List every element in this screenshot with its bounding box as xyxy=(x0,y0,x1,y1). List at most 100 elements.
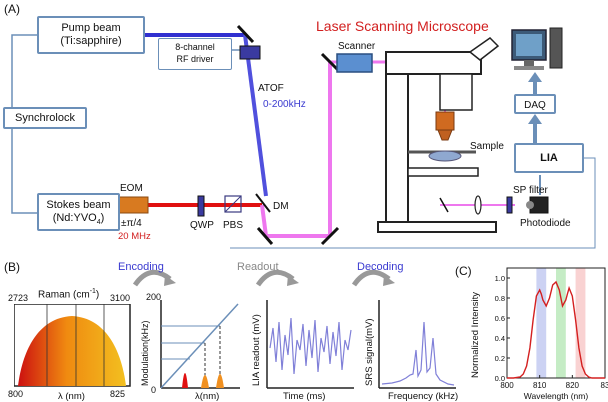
modulation-ylabel: Modulation(kHz) xyxy=(140,320,150,386)
panel-label-a: (A) xyxy=(4,2,20,16)
lia-reference-line xyxy=(230,157,596,249)
photodiode-label: Photodiode xyxy=(520,218,571,229)
sample-label: Sample xyxy=(470,141,504,152)
y-tick-label: 1.0 xyxy=(495,274,505,283)
y-tick-label: 0.4 xyxy=(495,334,505,343)
modulation-plot xyxy=(160,300,240,389)
sp-filter-label: SP filter xyxy=(513,185,548,196)
pump-beam-box: Pump beam (Ti:sapphire) xyxy=(37,16,145,54)
srs-xlabel: Frequency (kHz) xyxy=(388,391,459,402)
scanner-label: Scanner xyxy=(338,41,376,52)
srs-signal xyxy=(381,321,455,386)
lia-ylabel: LIA readout (mV) xyxy=(251,314,262,386)
raman-xlabel: λ (nm) xyxy=(58,391,85,402)
chart-frame xyxy=(506,267,606,379)
collection-lens xyxy=(474,195,482,215)
srs-ylabel: SRS signal(mV) xyxy=(364,318,375,386)
synchrolock-label: Synchrolock xyxy=(15,112,75,124)
raman-title: Raman (cm-1) xyxy=(38,286,99,300)
pbs-cube xyxy=(224,195,242,213)
raman-bottom-left: 800 xyxy=(8,389,24,399)
synchrolock-box: Synchrolock xyxy=(3,107,87,129)
atof-crystal xyxy=(239,45,261,60)
pump-beam-line1: Pump beam xyxy=(61,22,121,34)
atof-label: ATOF xyxy=(258,83,284,94)
pbs-label: PBS xyxy=(223,220,244,231)
raman-spectrum xyxy=(14,304,131,387)
lia-label: LIA xyxy=(540,152,558,164)
setup-diagram xyxy=(11,24,596,249)
raman-curve xyxy=(18,316,126,386)
combined-beam-down xyxy=(260,204,268,237)
qwp-label: QWP xyxy=(190,220,214,231)
microscope-head xyxy=(385,51,482,75)
atof-frequency: 0-200kHz xyxy=(263,99,306,110)
rf-driver-line1: 8-channel xyxy=(175,42,215,52)
encoding-arrow-head xyxy=(164,275,176,286)
mirror-1 xyxy=(236,24,255,44)
encoding-label: Encoding xyxy=(118,261,164,273)
rf-driver-line2: RF driver xyxy=(176,54,214,64)
modulation-ytop: 200 xyxy=(146,292,162,302)
lia-signal xyxy=(269,317,352,375)
chart-xlabel: Wavelength (nm) xyxy=(524,391,589,401)
dichroic-mirror xyxy=(255,193,271,213)
stokes-beam-close: ) xyxy=(100,212,105,224)
pump-beam-line2: (Ti:sapphire) xyxy=(60,35,122,47)
x-tick-label: 800 xyxy=(500,381,514,390)
dm-label: DM xyxy=(273,201,289,212)
raman-title-sup: -1 xyxy=(89,288,96,295)
spectrum-chart: 0.0 0.2 0.4 0.6 0.8 1.0 800 810 820 83 Wavelength … xyxy=(495,267,608,401)
rf-driver-box: 8-channel RF driver xyxy=(158,38,232,70)
eom-phase: ±π/4 xyxy=(121,218,142,229)
microscope-title: Laser Scanning Microscope xyxy=(316,18,489,34)
sp-filter-element xyxy=(506,196,513,214)
eom-crystal xyxy=(117,196,149,214)
x-tick-label: 83 xyxy=(601,381,608,390)
mod-peak-orange-2 xyxy=(216,374,224,388)
mod-peak-orange-1 xyxy=(201,375,209,388)
daq-label: DAQ xyxy=(524,100,546,111)
sync-line-bottom xyxy=(11,128,37,214)
wavelength-band-3 xyxy=(575,268,586,378)
modulation-xlabel: λ(nm) xyxy=(195,391,220,402)
microscope-nosepiece xyxy=(439,73,473,111)
raman-top-right: 3100 xyxy=(110,293,131,303)
lia-xlabel: Time (ms) xyxy=(283,391,326,402)
lia-to-daq-head xyxy=(528,114,542,124)
wavelength-band-2 xyxy=(556,268,566,378)
y-tick-label: 0.2 xyxy=(495,354,505,363)
lia-readout-plot xyxy=(266,300,354,389)
lia-box: LIA xyxy=(514,143,584,173)
eom-frequency: 20 MHz xyxy=(118,231,151,242)
readout-arrow-head xyxy=(287,275,299,286)
daq-to-pc-head xyxy=(528,72,542,82)
computer-icon xyxy=(511,27,563,70)
mod-peak-red xyxy=(182,373,188,388)
flow-arrows xyxy=(132,269,395,287)
decoding-arrow-head xyxy=(383,275,395,286)
raman-top-left: 2723 xyxy=(8,293,29,303)
y-tick-label: 0.0 xyxy=(495,374,505,383)
photodiode-window xyxy=(526,201,534,209)
eom-label: EOM xyxy=(120,183,143,194)
mirror-2 xyxy=(256,227,274,245)
stokes-beam-model: (Nd:YVO xyxy=(52,212,97,224)
x-tick-label: 820 xyxy=(566,381,580,390)
microscope-eyepiece xyxy=(468,37,500,61)
srs-plot xyxy=(378,300,456,389)
raman-bottom-right: 825 xyxy=(110,389,126,399)
panel-label-c: (C) xyxy=(455,264,472,278)
readout-label: Readout xyxy=(237,261,279,273)
stokes-beam-subscript: 4 xyxy=(96,219,101,227)
raman-title-text: Raman (cm xyxy=(38,289,90,301)
objective-tip xyxy=(437,129,453,141)
stokes-beam-line1: Stokes beam xyxy=(46,199,111,211)
x-tick-label: 810 xyxy=(533,381,547,390)
panel-label-b: (B) xyxy=(4,260,20,274)
modulation-line xyxy=(160,303,239,389)
modulation-ybottom: 0 xyxy=(151,385,157,395)
pump-beam-diagonal xyxy=(243,34,268,197)
condenser xyxy=(428,150,462,162)
